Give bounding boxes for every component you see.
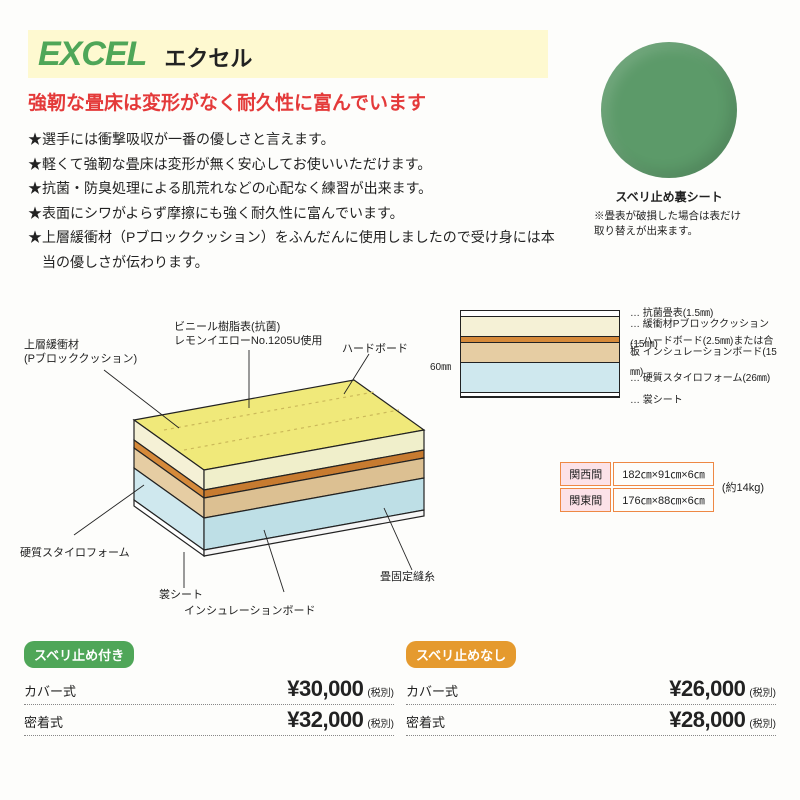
size-kanto-spec: 176㎝×88㎝×6㎝ [613,488,714,512]
swatch-area: スベリ止め裏シート ※畳表が破損した場合は表だけ取り替えが出来ます。 [584,42,754,238]
swatch-label: スベリ止め裏シート [584,188,754,205]
layer-box [460,310,620,398]
label-vinyl: ビニール樹脂表(抗菌) レモンイエローNo.1205U使用 [174,320,322,349]
layer-row-label: … インシュレーションボード(15㎜) [630,343,780,363]
label-thread: 畳固定縫糸 [380,570,435,584]
swatch-circle [601,42,737,178]
layer-row [461,317,619,337]
layer-labels: … 抗菌畳表(1.5㎜)… 緩衝材Pブロッククッション(15㎜)… ハードボード… [630,308,780,400]
title-en: EXCEL [38,35,146,74]
title-bar: EXCEL エクセル [28,30,548,78]
bullet-item: ★選手には衝撃吸収が一番の優しさと言えます。 [28,127,558,152]
size-kanto-name: 関東間 [560,488,611,512]
layer-row-label: … ハードボード(2.5㎜)または合板 [630,336,780,342]
title-jp: エクセル [164,48,252,74]
bullet-item: ★上層緩衝材（Pブロッククッション）をふんだんに使用しましたので受け身には本当の… [28,225,558,274]
cutaway-diagram: 上層緩衝材 (Pブロッククッション) ビニール樹脂表(抗菌) レモンイエローNo… [24,320,454,620]
bullet-list: ★選手には衝撃吸収が一番の優しさと言えます。 ★軽くて強靭な畳床は変形が無く安心… [28,127,558,274]
price-cover-label: カバー式 [406,681,466,700]
price-seal-label: 密着式 [406,712,466,731]
height-label: 60㎜ [430,358,451,373]
bullet-item: ★表面にシワがよらず摩擦にも強く耐久性に富んでいます。 [28,201,558,226]
price-cover-without: ¥26,000 [466,676,745,702]
price-seal-label: 密着式 [24,712,84,731]
price-without-slip: スベリ止めなし カバー式 ¥26,000 (税別) 密着式 ¥28,000 (税… [406,641,776,736]
price-seal-without: ¥28,000 [466,707,745,733]
layer-row-label: … 裳シート [630,395,780,399]
price-cover-with: ¥30,000 [84,676,363,702]
size-kansai-name: 関西間 [560,462,611,486]
layer-row-label: … 緩衝材Pブロッククッション(15㎜) [630,315,780,335]
label-top-layer: 上層緩衝材 (Pブロッククッション) [24,338,137,367]
size-kansai-spec: 182㎝×91㎝×6㎝ [613,462,714,486]
bullet-item: ★抗菌・防臭処理による肌荒れなどの心配なく練習が出来ます。 [28,176,558,201]
pricing-section: スベリ止め付き カバー式 ¥30,000 (税別) 密着式 ¥32,000 (税… [24,641,776,736]
size-weight: (約14kg) [716,462,772,512]
tax-note: (税別) [749,684,776,699]
layer-row [461,343,619,363]
swatch-note: ※畳表が破損した場合は表だけ取り替えが出来ます。 [584,209,754,238]
price-with-slip: スベリ止め付き カバー式 ¥30,000 (税別) 密着式 ¥32,000 (税… [24,641,394,736]
layer-row [461,363,619,393]
label-back: 裳シート [159,588,203,602]
label-insul: インシュレーションボード [184,604,316,618]
tax-note: (税別) [367,715,394,730]
size-spec-table: 関西間 182㎝×91㎝×6㎝ (約14kg) 関東間 176㎝×88㎝×6㎝ [558,460,774,514]
layer-row-label: … 硬質スタイロフォーム(26㎜) [630,364,780,394]
bullet-item: ★軽くて強靭な畳床は変形が無く安心してお使いいただけます。 [28,152,558,177]
label-styro: 硬質スタイロフォーム [20,546,130,560]
layer-stack: 60㎜ … 抗菌畳表(1.5㎜)… 緩衝材Pブロッククッション(15㎜)… ハー… [460,310,770,398]
layer-row [461,393,619,397]
price-header-without: スベリ止めなし [406,641,516,668]
price-cover-label: カバー式 [24,681,84,700]
tax-note: (税別) [749,715,776,730]
price-header-with: スベリ止め付き [24,641,134,668]
layer-row-label: … 抗菌畳表(1.5㎜) [630,308,780,314]
label-hardboard: ハードボード [342,342,408,356]
tax-note: (税別) [367,684,394,699]
price-seal-with: ¥32,000 [84,707,363,733]
